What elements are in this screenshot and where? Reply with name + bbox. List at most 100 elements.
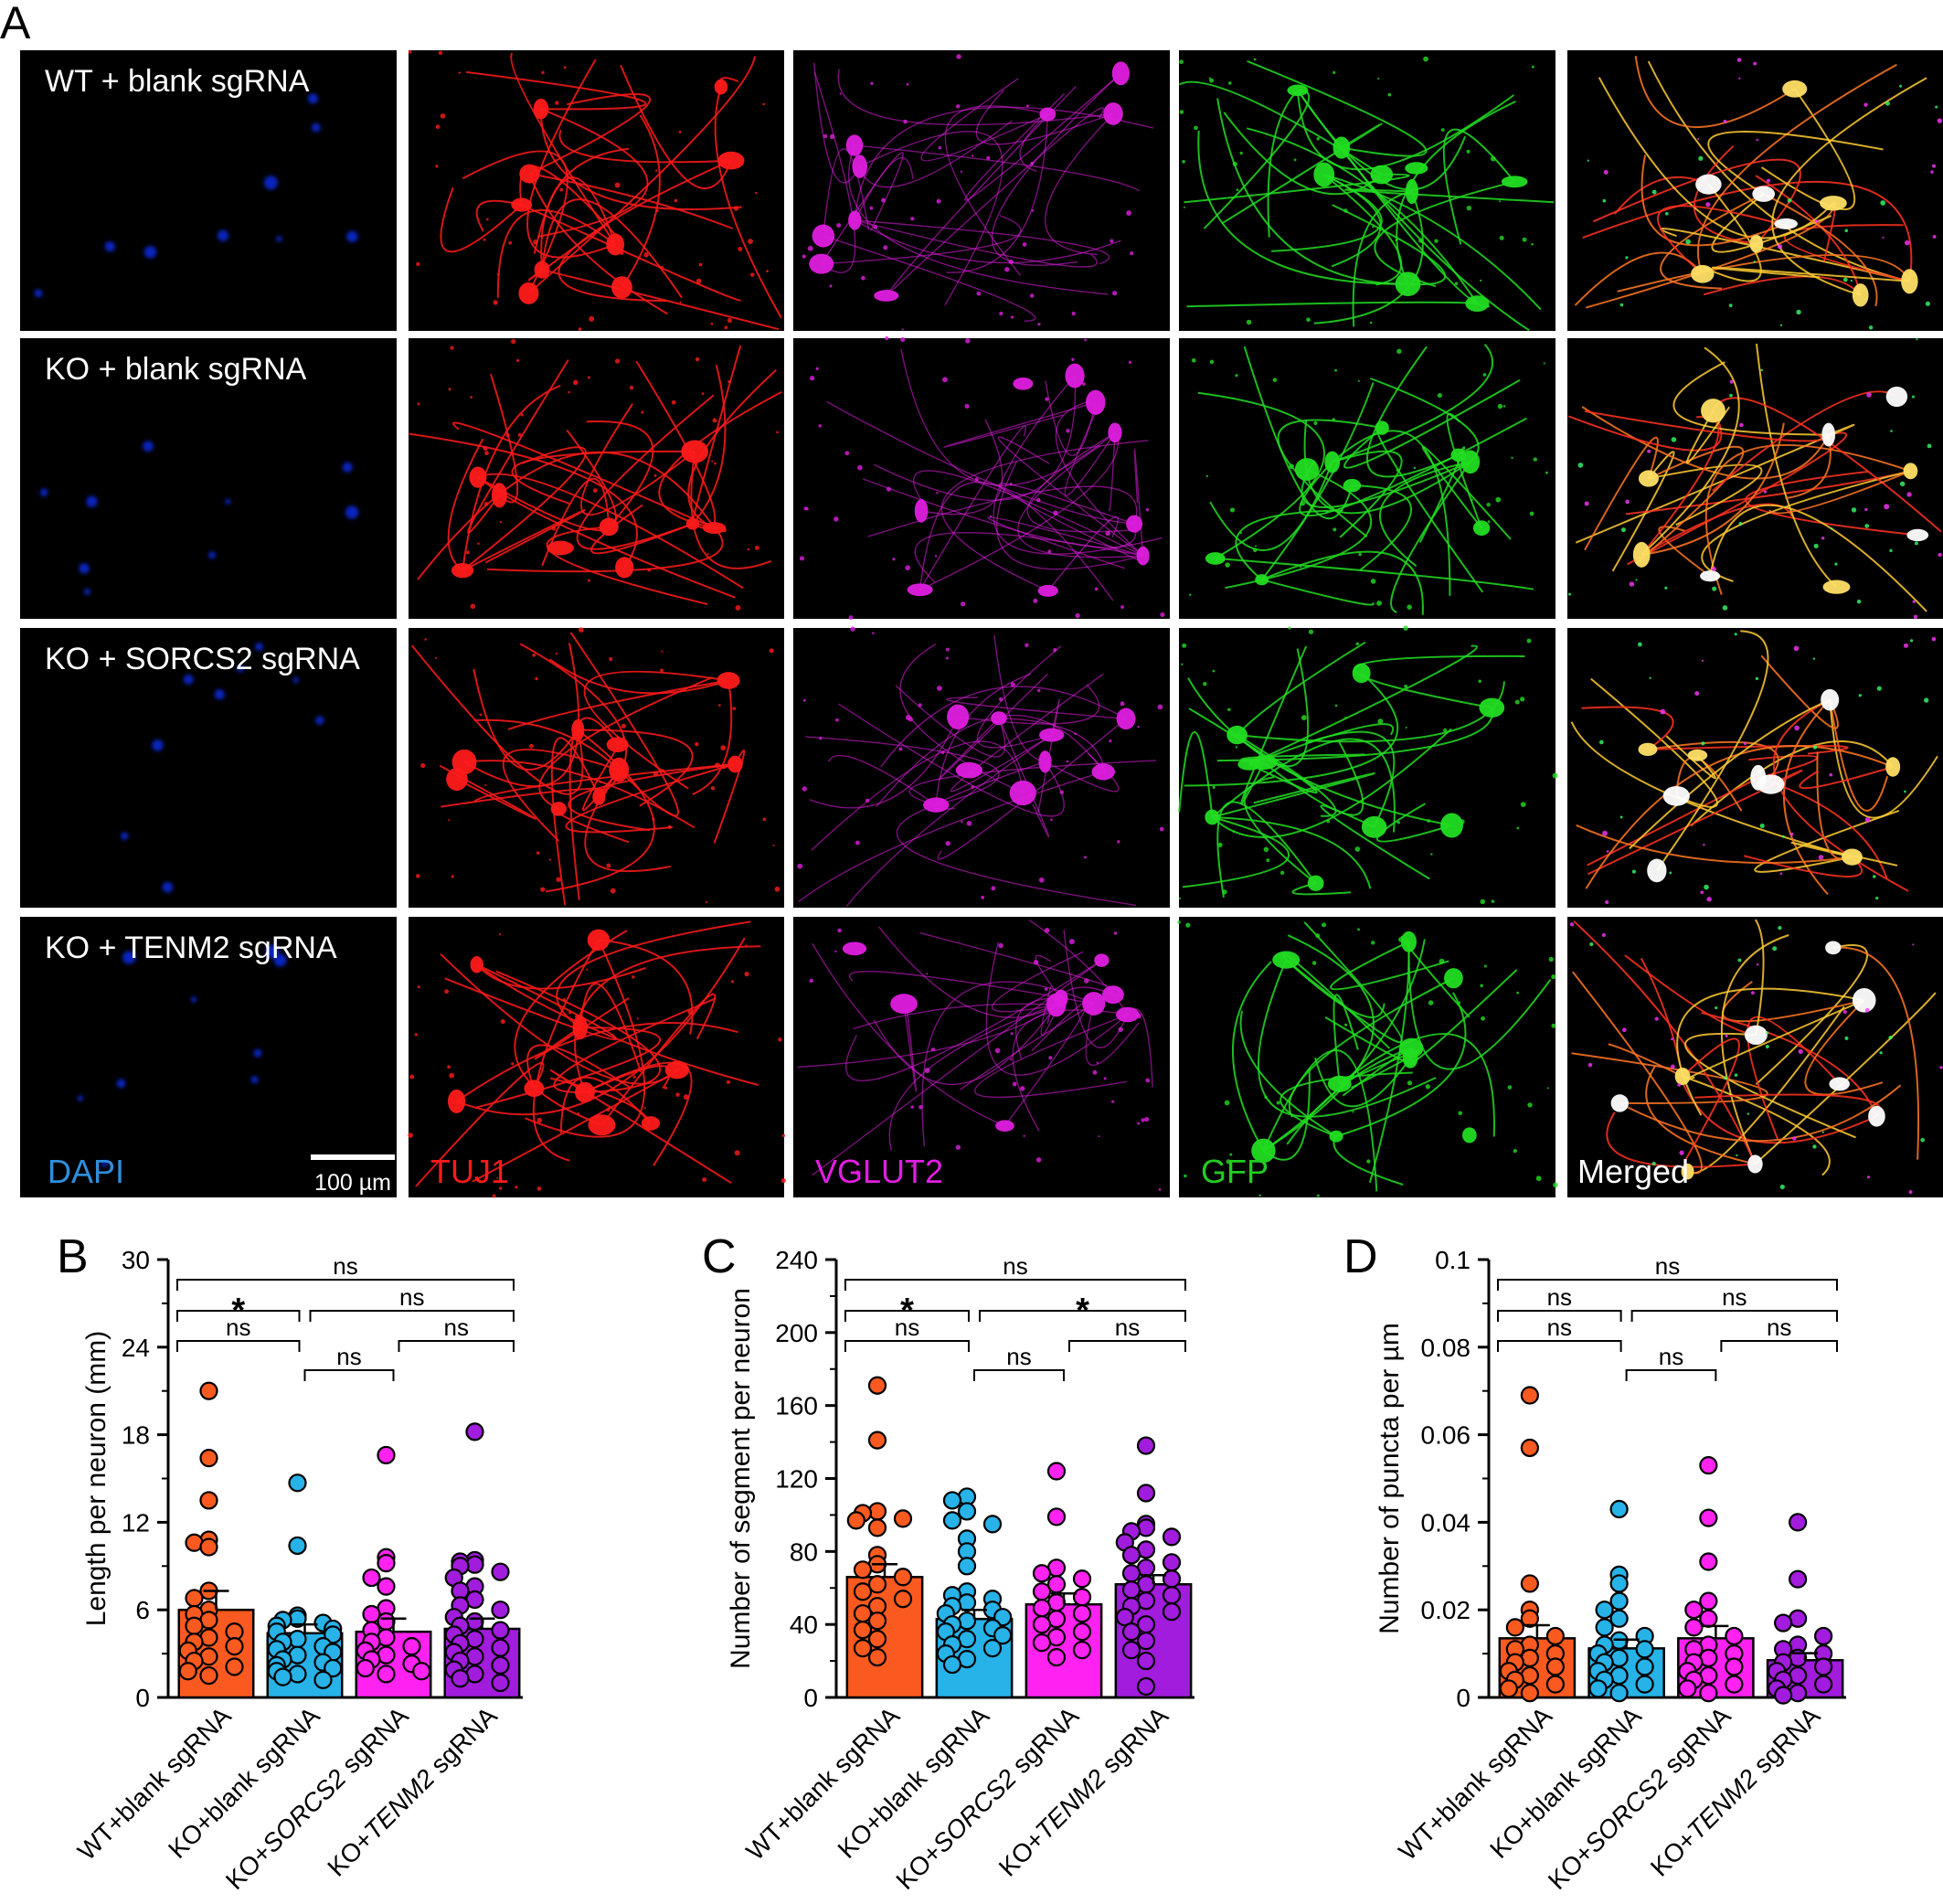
comparison-bracket [1720, 1340, 1838, 1352]
data-point [1609, 1591, 1629, 1611]
data-point [1072, 1604, 1092, 1623]
data-point [324, 1625, 343, 1644]
micrograph-r1-gfp [1178, 50, 1555, 332]
comparison-bracket [1497, 1310, 1622, 1322]
data-point [1699, 1609, 1718, 1628]
data-point [465, 1422, 484, 1441]
micrograph-r3-gfp [1178, 625, 1558, 908]
y-axis-label: Number of segment per neuron [726, 1288, 756, 1669]
data-point [356, 1658, 375, 1678]
comparison-bracket [1625, 1369, 1717, 1381]
data-point [1046, 1462, 1067, 1481]
panel-letter-b: B [57, 1230, 89, 1283]
data-point [1789, 1569, 1808, 1589]
micrograph-background [20, 628, 397, 908]
micrograph-signal [1574, 56, 1943, 330]
significance-label: ns [333, 1252, 357, 1280]
data-point [1520, 1438, 1539, 1458]
data-point [893, 1590, 913, 1609]
data-point [867, 1518, 887, 1537]
data-point [377, 1665, 396, 1684]
micrograph-r1-tuj1 [408, 50, 784, 331]
data-point [942, 1654, 962, 1675]
data-point [1136, 1651, 1156, 1671]
data-point [1814, 1657, 1833, 1676]
data-point [867, 1431, 887, 1450]
micrograph-signal [408, 50, 782, 331]
data-point [199, 1449, 218, 1468]
comparison-bracket [973, 1369, 1065, 1381]
micrograph-background [20, 917, 397, 1197]
micrograph-r2-merged [1567, 338, 1943, 620]
comparison-bracket [844, 1310, 970, 1322]
data-point [846, 1511, 865, 1530]
data-point [1072, 1588, 1092, 1607]
data-point [1814, 1626, 1833, 1646]
data-point [1774, 1686, 1793, 1705]
comparison-bracket [1630, 1310, 1838, 1322]
significance-label: ns [1547, 1314, 1572, 1341]
micrograph-signal [1570, 630, 1938, 905]
data-point [1072, 1569, 1092, 1589]
data-point [491, 1673, 510, 1693]
data-point [1595, 1618, 1614, 1637]
micrograph-signal [39, 441, 359, 595]
comparison-bracket [844, 1279, 1186, 1291]
data-point [1032, 1582, 1052, 1601]
significance-label: ns [895, 1314, 919, 1341]
significance-label: ns [1722, 1283, 1747, 1311]
significance-label: ns [1767, 1314, 1791, 1341]
data-point [451, 1669, 470, 1688]
data-point [1635, 1675, 1654, 1694]
comparison-bracket [309, 1310, 515, 1322]
data-point [1588, 1679, 1608, 1698]
data-point [853, 1639, 873, 1658]
data-point [288, 1473, 307, 1493]
data-point [199, 1381, 218, 1400]
micrograph-background [409, 50, 784, 331]
y-tick-label: 0.04 [1421, 1508, 1471, 1537]
comparison-bracket [176, 1310, 301, 1322]
data-point [982, 1515, 1003, 1534]
data-point [1121, 1564, 1141, 1583]
micrograph-signal [34, 93, 358, 298]
data-point [1072, 1622, 1092, 1642]
microscopy-grid: WT + blank sgRNA KO + blank sgRNA KO + SOR… [20, 50, 1943, 1198]
y-tick-label: 0.08 [1421, 1334, 1471, 1362]
data-point [225, 1637, 244, 1656]
data-point [1121, 1622, 1141, 1642]
micrograph-signal [1188, 344, 1548, 615]
data-point [1520, 1609, 1539, 1628]
micrograph-signal [1177, 920, 1558, 1197]
y-tick-label: 120 [775, 1465, 818, 1494]
y-tick-label: 24 [122, 1334, 150, 1362]
y-tick-label: 0 [1456, 1684, 1471, 1712]
significance-label: * [900, 1292, 914, 1330]
data-point [491, 1621, 510, 1640]
data-point [1136, 1676, 1156, 1697]
comparison-bracket [1497, 1279, 1838, 1291]
micrograph-signal [797, 626, 1164, 908]
micrograph-r1-dapi: WT + blank sgRNA [20, 50, 397, 331]
data-point [867, 1611, 887, 1631]
significance-label: ns [1006, 1343, 1031, 1370]
data-point [1162, 1527, 1182, 1547]
significance-label: ns [226, 1314, 250, 1341]
scale-bar-label: 100 µm [314, 1170, 391, 1196]
micrograph-r4-vglut2: VGLUT2 [793, 917, 1170, 1197]
significance-label: ns [1115, 1314, 1140, 1341]
micrograph-signal [409, 338, 782, 611]
data-point [982, 1639, 1003, 1658]
micrograph-background [1179, 338, 1555, 619]
data-point [313, 1670, 333, 1689]
data-point [993, 1626, 1013, 1645]
micrograph-signal [1178, 56, 1555, 332]
data-point [402, 1637, 421, 1656]
micrograph-r4-gfp: GFP [1177, 917, 1558, 1197]
data-point [178, 1662, 197, 1681]
data-point [185, 1616, 204, 1635]
data-point [853, 1621, 873, 1640]
data-point [867, 1376, 887, 1395]
data-point [867, 1647, 887, 1667]
data-point [1121, 1580, 1141, 1600]
